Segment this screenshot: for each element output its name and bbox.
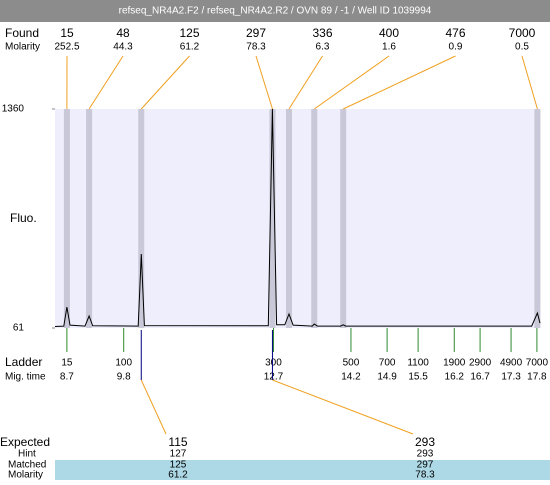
ladder-size: 300 [265, 358, 282, 369]
title: refseq_NR4A2.F2 / refseq_NR4A2.R2 / OVN … [119, 6, 432, 17]
peak-connector [141, 56, 189, 109]
y-tick-label: 61 [13, 323, 25, 334]
found-molarity: 44.3 [113, 42, 133, 53]
found-molarity: 6.3 [316, 42, 330, 53]
ladder-size: 2900 [469, 358, 492, 369]
expected-connector [141, 380, 166, 434]
matched-row-bg [55, 460, 550, 480]
molarity-row-label: Molarity [8, 470, 43, 480]
plot-area [55, 109, 540, 328]
found-size: 336 [312, 26, 332, 40]
hint-size: 293 [417, 449, 434, 460]
peak-band [340, 109, 346, 328]
found-molarity: 78.3 [246, 42, 266, 53]
expected-connector [272, 380, 413, 434]
expected-size: 293 [415, 435, 435, 449]
ladder-time: 17.8 [527, 372, 547, 383]
ladder-size: 7000 [526, 358, 549, 369]
ladder-label: Ladder [5, 355, 42, 369]
ladder-size: 15 [61, 358, 73, 369]
peak-connector [343, 56, 455, 109]
ladder-time: 14.9 [377, 372, 397, 383]
ladder-size: 4900 [500, 358, 523, 369]
found-molarity: 252.5 [54, 42, 79, 53]
peak-band [534, 109, 540, 328]
found-size: 400 [379, 26, 399, 40]
peak-band [311, 109, 317, 328]
peak-connector [314, 56, 389, 109]
ladder-time: 9.8 [117, 372, 131, 383]
molarity-label: Molarity [5, 42, 40, 53]
peak-band [286, 109, 292, 328]
ladder-time: 17.3 [501, 372, 521, 383]
ladder-time: 16.7 [470, 372, 490, 383]
hint-label: Hint [18, 449, 36, 460]
expected-molarity: 78.3 [415, 470, 435, 480]
hint-size: 127 [170, 449, 187, 460]
y-tick-label: 1360 [2, 104, 25, 115]
found-size: 297 [246, 26, 266, 40]
found-size: 125 [179, 26, 199, 40]
peak-connector [289, 56, 323, 109]
peak-band [86, 109, 92, 328]
ladder-size: 1100 [407, 358, 429, 369]
peak-connector [522, 56, 537, 109]
found-size: 7000 [509, 26, 536, 40]
found-label: Found [5, 26, 39, 40]
ladder-time: 8.7 [60, 372, 74, 383]
peak-connector [89, 56, 123, 109]
expected-label: Expected [0, 435, 50, 449]
ladder-size: 500 [343, 358, 360, 369]
expected-molarity: 61.2 [168, 470, 188, 480]
found-molarity: 0.9 [449, 42, 463, 53]
peak-connector [256, 56, 272, 109]
found-molarity: 0.5 [515, 42, 529, 53]
ladder-size: 100 [115, 358, 132, 369]
ladder-time: 14.2 [341, 372, 361, 383]
found-size: 476 [445, 26, 465, 40]
ladder-time: 15.5 [408, 372, 428, 383]
mig-time-label: Mig. time [5, 372, 46, 383]
ladder-time: 16.2 [445, 372, 465, 383]
found-size: 15 [60, 26, 74, 40]
found-molarity: 61.2 [180, 42, 200, 53]
ladder-size: 1900 [443, 358, 466, 369]
found-molarity: 1.6 [382, 42, 396, 53]
ladder-size: 700 [379, 358, 396, 369]
peak-band [64, 109, 70, 328]
found-size: 48 [116, 26, 130, 40]
expected-size: 115 [168, 435, 187, 449]
y-axis-label: Fluo. [10, 211, 37, 225]
